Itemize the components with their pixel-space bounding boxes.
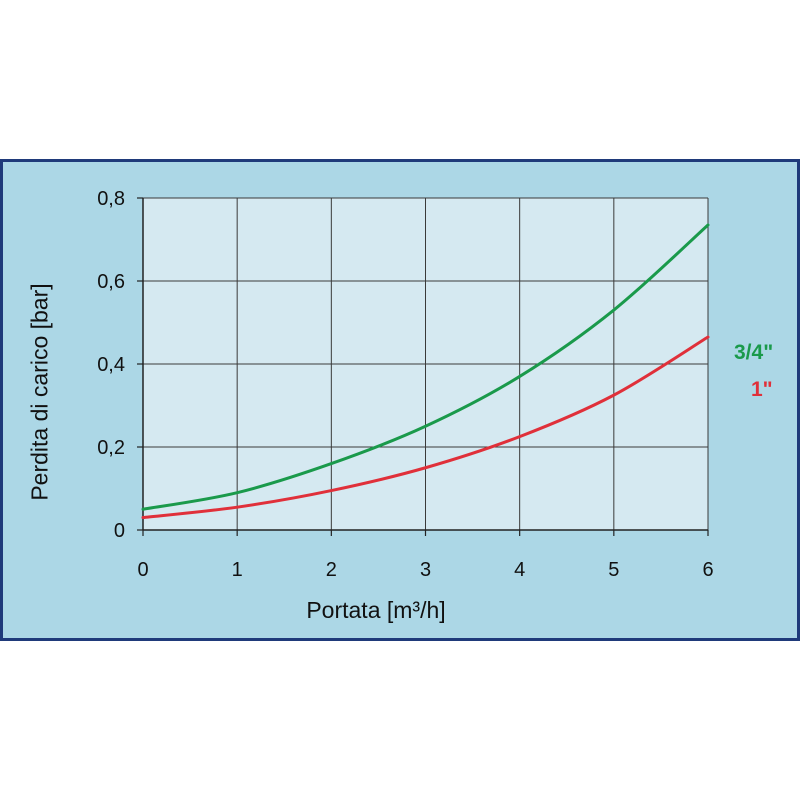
x-tick-label: 3 xyxy=(420,559,431,581)
y-axis-title: Perdita di carico [bar] xyxy=(26,283,53,501)
x-tick-label: 6 xyxy=(702,559,713,581)
x-axis-title: Portata [m³/h] xyxy=(306,597,446,623)
x-tick-label: 4 xyxy=(514,559,525,581)
series-lines xyxy=(141,223,710,520)
x-tick-label: 0 xyxy=(137,559,148,581)
legend-label-1-inch: 1" xyxy=(751,378,773,401)
y-tick-label: 0,2 xyxy=(97,437,125,459)
series-line-1-inch xyxy=(141,335,710,520)
grid-lines xyxy=(143,197,709,530)
x-tick-label: 1 xyxy=(232,559,243,581)
y-tick-label: 0,8 xyxy=(97,188,125,210)
x-tick-label: 5 xyxy=(608,559,619,581)
y-tick-label: 0,6 xyxy=(97,271,125,293)
series-line-3-4-inch xyxy=(141,223,710,511)
axes xyxy=(137,197,709,536)
legend-label-3-4-inch: 3/4" xyxy=(734,341,774,364)
y-tick-label: 0,4 xyxy=(97,354,125,376)
y-tick-label: 0 xyxy=(114,520,125,542)
x-tick-label: 2 xyxy=(326,559,337,581)
tick-labels: 0 1 2 3 4 5 6 0 0,2 0,4 0,6 0,8 xyxy=(97,188,713,581)
